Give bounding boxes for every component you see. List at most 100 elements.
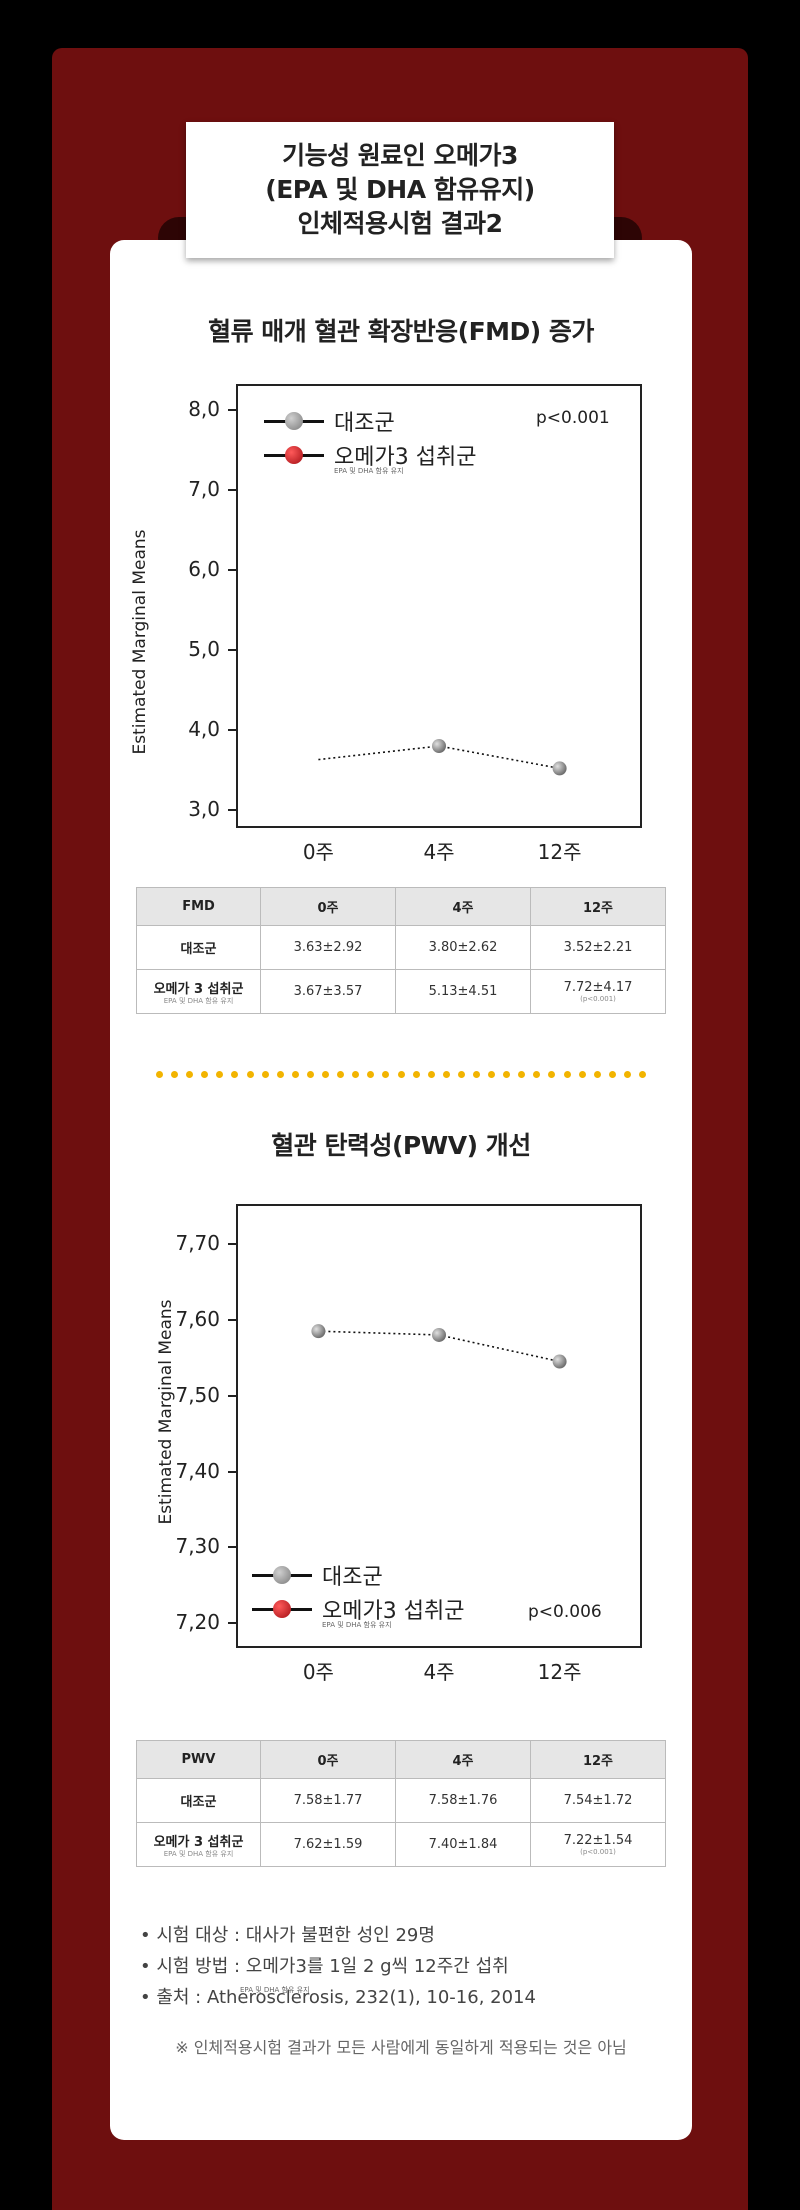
table-header: 0주	[260, 887, 396, 926]
y-tick-label: 4,0	[188, 717, 220, 741]
table-header: FMD	[136, 887, 261, 926]
y-tick-label: 8,0	[188, 397, 220, 421]
table-cell: 7.54±1.72	[530, 1778, 666, 1823]
row-label: 대조군	[136, 925, 261, 970]
y-tick-label: 7,0	[188, 477, 220, 501]
y-tick-mark	[228, 1546, 236, 1549]
table-cell: 3.67±3.57	[260, 969, 396, 1014]
x-tick-label: 4주	[423, 840, 455, 864]
divider-dot	[276, 1070, 284, 1078]
divider-dot	[201, 1070, 209, 1078]
content-card: 혈류 매개 혈관 확장반응(FMD) 증가 Estimated Marginal…	[110, 240, 692, 2140]
study-notes: • 시험 대상 : 대사가 불편한 성인 29명 • 시험 방법 : 오메가3를…	[140, 1920, 536, 2013]
divider-dot	[322, 1070, 330, 1078]
legend-label: 오메가3 섭취군	[322, 1599, 465, 1624]
divider-dot	[156, 1070, 163, 1078]
divider-dot	[216, 1070, 224, 1078]
x-tick-label: 0주	[302, 840, 334, 864]
divider-dot	[518, 1070, 526, 1078]
table-cell: 3.63±2.92	[260, 925, 396, 970]
divider-dot	[367, 1070, 375, 1078]
chart2-plot: 대조군 오메가3 섭취군 EPA 및 DHA 함유 유지 p<0.006	[236, 1204, 642, 1648]
data-point	[432, 1327, 446, 1342]
divider-dot	[503, 1070, 511, 1078]
y-tick-label: 3,0	[188, 797, 220, 821]
divider-dot	[337, 1070, 345, 1078]
chart1-title: 혈류 매개 혈관 확장반응(FMD) 증가	[208, 317, 594, 346]
divider-dot	[533, 1070, 541, 1078]
legend-item-omega3: 오메가3 섭취군	[264, 438, 476, 472]
y-tick-label: 7,40	[175, 1458, 220, 1483]
row-label: 오메가 3 섭취군 EPA 및 DHA 함유 유지	[136, 1822, 261, 1867]
table-cell: 7.58±1.77	[260, 1778, 396, 1823]
y-tick-label: 7,70	[175, 1230, 220, 1255]
table-cell: 3.80±2.62	[395, 925, 531, 970]
title-line-3: 인체적용시험 결과2	[297, 209, 503, 238]
table-header: 12주	[530, 887, 666, 926]
divider-dot	[593, 1070, 601, 1078]
divider-dot	[291, 1070, 299, 1078]
divider-dot	[472, 1070, 480, 1078]
legend-sub: EPA 및 DHA 함유 유지	[334, 467, 404, 475]
y-tick-mark	[228, 409, 236, 411]
y-tick-label: 5,0	[188, 637, 220, 661]
table-header: 4주	[395, 1740, 531, 1779]
divider-dot	[563, 1070, 571, 1078]
table-cell: 3.52±2.21	[530, 925, 666, 970]
table-row: 오메가 3 섭취군 EPA 및 DHA 함유 유지 3.67±3.57 5.13±…	[136, 969, 666, 1014]
y-tick-mark	[228, 1242, 236, 1245]
legend-label: 대조군	[334, 411, 395, 436]
divider-dot	[382, 1070, 390, 1078]
table-row: 대조군 3.63±2.92 3.80±2.62 3.52±2.21	[136, 925, 666, 970]
chart1-ylabel: Estimated Marginal Means	[130, 529, 150, 755]
data-point	[311, 1324, 326, 1339]
table-header: 0주	[260, 1740, 396, 1779]
y-tick-mark	[228, 1394, 236, 1397]
legend-label: 대조군	[322, 1565, 383, 1590]
divider-dot	[261, 1070, 269, 1078]
y-tick-label: 7,60	[175, 1306, 220, 1331]
table-header: 12주	[530, 1740, 666, 1779]
x-tick-label: 0주	[302, 1660, 334, 1684]
divider-dot	[548, 1070, 556, 1078]
y-tick-label: 7,50	[175, 1382, 220, 1407]
section-divider	[156, 1068, 646, 1080]
series-control	[311, 1324, 567, 1369]
y-tick-mark	[228, 1470, 236, 1473]
x-tick-label: 4주	[423, 1660, 455, 1684]
pwv-table: PWV 0주 4주 12주 대조군 7.58±1.77 7.58±1.76 7.…	[136, 1740, 666, 1867]
note-subject: • 시험 대상 : 대사가 불편한 성인 29명	[140, 1925, 435, 1946]
chart1-pvalue: p<0.001	[536, 408, 610, 428]
table-cell: 5.13±4.51	[395, 969, 531, 1014]
table-cell: 7.72±4.17 (p<0.001)	[530, 969, 666, 1014]
y-tick-mark	[228, 489, 236, 491]
y-tick-mark	[228, 1318, 236, 1321]
legend-item-omega3: 오메가3 섭취군	[252, 1592, 464, 1626]
legend-item-control: 대조군	[252, 1558, 464, 1592]
disclaimer: ※ 인체적용시험 결과가 모든 사람에게 동일하게 적용되는 것은 아님	[175, 2038, 627, 2057]
divider-dot	[306, 1070, 314, 1078]
divider-dot	[639, 1070, 646, 1078]
divider-dot	[186, 1070, 194, 1078]
divider-dot	[442, 1070, 450, 1078]
y-tick-label: 6,0	[188, 557, 220, 581]
table-cell: 7.58±1.76	[395, 1778, 531, 1823]
divider-dot	[246, 1070, 254, 1078]
divider-dot	[231, 1070, 239, 1078]
legend-sub: EPA 및 DHA 함유 유지	[322, 1621, 392, 1629]
table-header: PWV	[136, 1740, 261, 1779]
title-box: 기능성 원료인 오메가3 (EPA 및 DHA 함유유지) 인체적용시험 결과2	[186, 122, 614, 258]
y-tick-label: 7,30	[175, 1534, 220, 1559]
data-point	[552, 1354, 567, 1369]
y-tick-mark	[228, 729, 236, 731]
table-row: 오메가 3 섭취군 EPA 및 DHA 함유 유지 7.62±1.59 7.40±…	[136, 1822, 666, 1867]
title-line-1: 기능성 원료인 오메가3	[282, 141, 518, 170]
table-cell: 7.22±1.54 (p<0.001)	[530, 1822, 666, 1867]
chart2-legend: 대조군 오메가3 섭취군 EPA 및 DHA 함유 유지	[252, 1558, 464, 1630]
note-source: • 출처 : Atherosclerosis, 232(1), 10-16, 2…	[140, 1987, 536, 2008]
y-tick-mark	[228, 809, 236, 811]
chart1-plot: 대조군 오메가3 섭취군 EPA 및 DHA 함유 유지 p<0.001	[236, 384, 642, 828]
note-method: • 시험 방법 : 오메가3를 1일 2 g씩 12주간 섭취	[140, 1956, 509, 1977]
row-label: 대조군	[136, 1778, 261, 1823]
series-control	[318, 739, 567, 776]
